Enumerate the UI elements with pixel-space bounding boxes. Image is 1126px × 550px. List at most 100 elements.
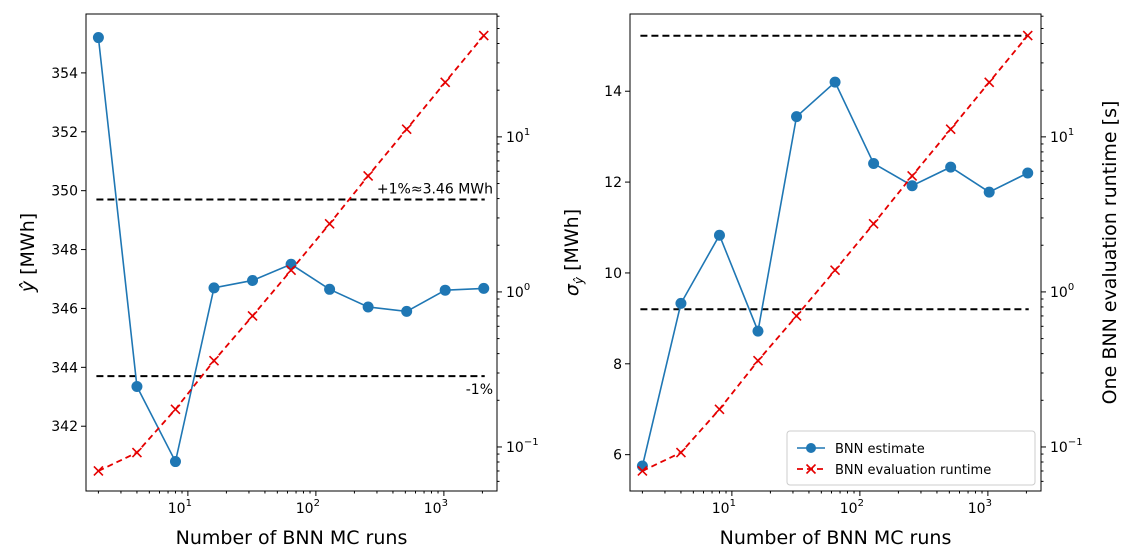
plot-frame [85,13,498,492]
x-tick-label-base: 10 [712,501,730,517]
y-axis-label-unit: [MWh] [17,213,39,281]
data-point-runtime [791,310,802,321]
y2-tick-label-base: 10 [506,440,524,456]
x-tick-label-exponent: 3 [442,498,448,509]
plot-frame [629,13,1042,492]
y2-tick-label-base: 10 [506,285,524,301]
marker-stroke [984,77,995,88]
y-tick-label: 346 [51,301,78,317]
y-axis-label-symbol: σ [561,283,583,296]
data-point-bnn-estimate [945,161,957,173]
data-point-runtime [1022,30,1033,41]
data-point-runtime [401,124,412,135]
data-point-bnn-estimate [906,180,918,192]
marker-stroke [286,265,297,276]
y2-tick-label-exponent: 0 [524,282,530,293]
x-tick-label-exponent: 2 [858,498,864,509]
data-point-runtime [93,465,104,477]
y-tick-label: 12 [604,175,622,191]
data-point-bnn-estimate [92,32,104,44]
series-line-bnn-estimate [97,37,484,464]
y2-tick-label: 101 [506,127,530,146]
reference-line-label: +1%≈3.46 MWh [377,182,493,198]
data-point-runtime [868,218,879,229]
x-tick-label-base: 10 [168,501,186,517]
marker-stroke [675,447,687,458]
data-point-runtime [208,355,220,366]
series-line-runtime [98,35,485,472]
x-tick-label-base: 10 [424,501,442,517]
y2-tick-label-exponent: 1 [1068,127,1074,138]
data-point-runtime [752,355,764,366]
legend-label: BNN evaluation runtime [835,463,991,478]
marker-stroke [714,404,725,415]
legend: BNN estimate BNN evaluation runtime [786,430,1036,486]
legend-entry: BNN estimate [797,442,925,457]
series-line-bnn-estimate [641,80,1029,467]
x-tick-label-base: 10 [296,501,314,517]
marker-stroke [637,465,648,477]
marker-stroke [945,124,956,135]
data-point-runtime [907,170,918,181]
y-axis-label: ŷ [MWh] [17,213,39,293]
marker-stroke [208,355,220,366]
legend-marker [806,443,816,453]
data-point-runtime [637,465,648,477]
y2-tick-label: 100 [506,282,530,301]
legend-entry: BNN evaluation runtime [797,463,991,478]
legend-frame [786,430,1036,486]
reference-line-label: -1% [466,382,493,398]
x-tick-label-exponent: 1 [186,498,192,509]
data-point-bnn-estimate [868,157,880,169]
data-point-bnn-estimate [208,282,220,294]
marker-stroke [93,465,104,477]
y-tick-label: 342 [51,419,78,435]
y2-tick-label-base: 10 [506,130,524,146]
data-point-bnn-estimate [752,325,764,337]
x-tick-label: 101 [168,498,192,517]
data-point-runtime [324,218,335,229]
y-axis-label-subscript: ŷ [572,276,586,285]
x-tick-label: 102 [296,498,320,517]
data-point-runtime [131,447,143,458]
data-point-runtime [286,265,297,276]
x-tick-label: 102 [840,498,864,517]
y2-tick-label: 101 [1050,127,1074,146]
marker-stroke [247,310,258,321]
y2-tick-label-base: 10 [1050,440,1068,456]
y2-tick-label-base: 10 [1050,285,1068,301]
marker-stroke [324,218,335,229]
x-tick-label: 101 [712,498,736,517]
y2-tick-label: 10−1 [506,437,539,456]
data-point-bnn-estimate [401,305,413,317]
data-point-bnn-estimate [478,282,490,294]
data-point-runtime [675,447,687,458]
y-tick-label: 8 [613,357,622,373]
y-axis-label-unit: [MWh] [561,209,583,277]
marker-stroke [830,265,841,276]
data-point-bnn-estimate [1022,167,1034,179]
data-point-bnn-estimate [675,297,687,309]
data-point-runtime [945,124,956,135]
legend-marker [805,463,817,475]
y2-tick-label: 100 [1050,282,1074,301]
data-point-runtime [440,77,451,88]
x-tick-label: 103 [968,498,992,517]
x-axis-label: Number of BNN MC runs [720,527,952,549]
marker-stroke [440,77,451,88]
y-tick-label: 6 [613,448,622,464]
x-tick-label-exponent: 2 [314,498,320,509]
y-tick-label: 10 [604,266,622,282]
data-point-bnn-estimate [791,111,803,123]
x-tick-label-exponent: 1 [730,498,736,509]
legend-label: BNN estimate [835,442,925,457]
data-point-runtime [984,77,995,88]
data-point-bnn-estimate [247,274,259,286]
data-point-bnn-estimate [169,456,181,468]
series-line-runtime [642,35,1029,472]
y-tick-label: 348 [51,243,78,259]
marker-stroke [791,310,802,321]
y-tick-label: 354 [51,66,78,82]
